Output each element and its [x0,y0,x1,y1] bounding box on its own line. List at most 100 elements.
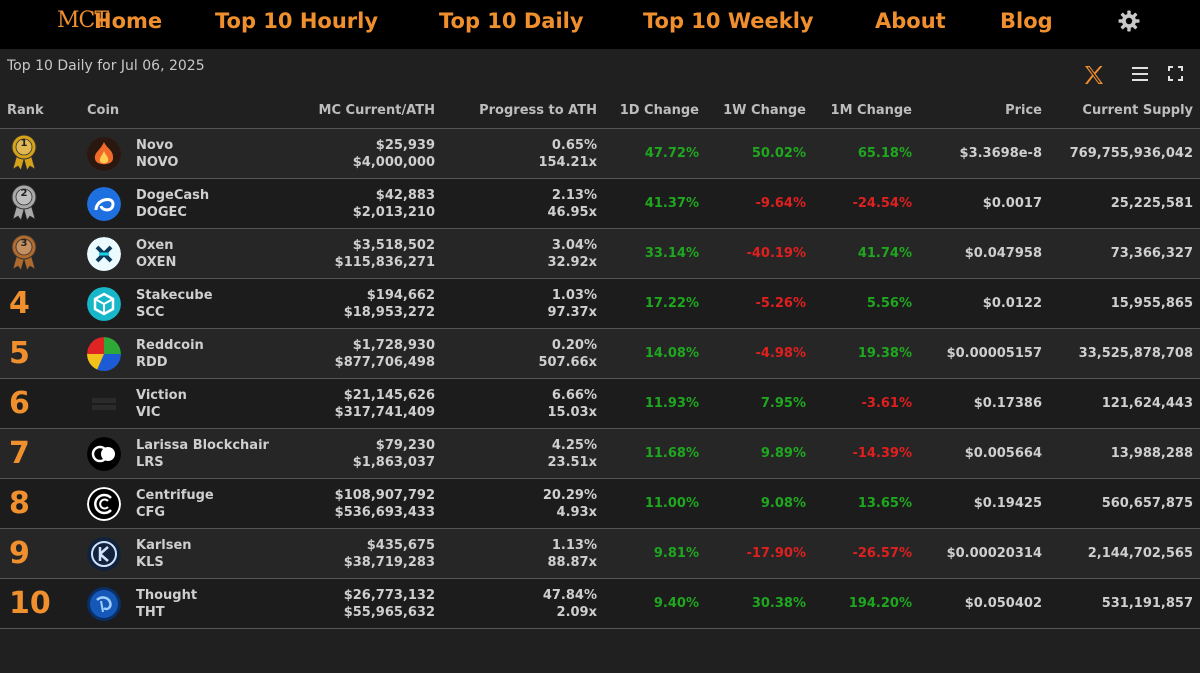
coin-name[interactable]: Centrifuge [136,487,214,503]
supply-cell: 73,366,327 [1049,228,1200,279]
coin-cell[interactable]: Oxen OXEN [80,228,294,279]
coin-cell[interactable]: Centrifuge CFG [80,478,294,529]
rank-cell: 5 [0,328,80,379]
nav-about[interactable]: About [875,9,946,33]
price-cell: $0.005664 [919,428,1049,479]
mc-current: $1,728,930 [352,337,435,353]
coin-symbol: SCC [136,304,165,320]
coin-symbol: OXEN [136,254,177,270]
supply-cell: 13,988,288 [1049,428,1200,479]
rank-number: 6 [9,385,30,421]
table-row[interactable]: 2 DogeCash DOGEC $42,883 $2,013,210 2.13… [0,178,1200,229]
coin-cell[interactable]: Novo NOVO [80,128,294,179]
progress-cell: 1.13% 88.87x [442,528,604,579]
coin-cell[interactable]: Reddcoin RDD [80,328,294,379]
coin-symbol: KLS [136,554,164,570]
table-row[interactable]: 6 Viction VIC $21,145,626 $317,741,409 6… [0,378,1200,429]
karlsen-logo-icon [87,536,121,571]
mc-current: $42,883 [375,187,435,203]
table-row[interactable]: 4 Stakecube SCC $194,662 $18,953,272 1.0… [0,278,1200,329]
mc-ath: $2,013,210 [352,204,435,220]
mc-cell: $194,662 $18,953,272 [294,278,442,329]
fullscreen-icon[interactable] [1168,66,1183,81]
coin-name[interactable]: Oxen [136,237,174,253]
top10-table: Rank Coin MC Current/ATH Progress to ATH… [0,93,1200,629]
coin-cell[interactable]: Thought THT [80,578,294,629]
nav-blog[interactable]: Blog [1000,9,1053,33]
coin-name[interactable]: Novo [136,137,174,153]
coin-name[interactable]: Karlsen [136,537,192,553]
mc-cell: $21,145,626 $317,741,409 [294,378,442,429]
progress-cell: 0.65% 154.21x [442,128,604,179]
change-1w: -40.19% [706,228,813,279]
col-supply[interactable]: Current Supply [1049,93,1200,129]
page-footer-space [0,629,1200,673]
progress-percent: 0.65% [551,137,597,153]
col-progress[interactable]: Progress to ATH [442,93,604,129]
col-coin[interactable]: Coin [80,93,294,129]
rank-cell: 7 [0,428,80,479]
table-row[interactable]: 10 Thought THT $26,773,132 $55,965,632 4… [0,578,1200,629]
site-logo[interactable]: MCT [57,8,109,33]
coin-symbol: DOGEC [136,204,187,220]
coin-cell[interactable]: Stakecube SCC [80,278,294,329]
medal-icon [11,234,37,271]
change-1d: 11.93% [604,378,706,429]
table-row[interactable]: 3 Oxen OXEN $3,518,502 $115,836,271 3.04… [0,228,1200,279]
mc-cell: $79,230 $1,863,037 [294,428,442,479]
coin-name[interactable]: DogeCash [136,187,210,203]
viction-logo-icon [92,397,116,410]
mc-cell: $108,907,792 $536,693,433 [294,478,442,529]
change-1w: -17.90% [706,528,813,579]
col-price[interactable]: Price [919,93,1049,129]
rank-cell: 8 [0,478,80,529]
medal-icon [11,184,37,221]
coin-name[interactable]: Thought [136,587,198,603]
price-cell: $0.0122 [919,278,1049,329]
progress-percent: 1.03% [551,287,597,303]
change-1d: 41.37% [604,178,706,229]
col-1d[interactable]: 1D Change [604,93,706,129]
coin-name[interactable]: Viction [136,387,187,403]
mc-cell: $25,939 $4,000,000 [294,128,442,179]
coin-name[interactable]: Larissa Blockchair [136,437,269,453]
rank-cell: 9 [0,528,80,579]
progress-percent: 1.13% [551,537,597,553]
col-mc[interactable]: MC Current/ATH [294,93,442,129]
table-row[interactable]: 8 Centrifuge CFG $108,907,792 $536,693,4… [0,478,1200,529]
coin-name[interactable]: Reddcoin [136,337,204,353]
nav-top10-hourly[interactable]: Top 10 Hourly [215,9,379,33]
coin-symbol: VIC [136,404,161,420]
change-1w: 50.02% [706,128,813,179]
table-row[interactable]: 7 Larissa Blockchair LRS $79,230 $1,863,… [0,428,1200,479]
x-twitter-icon[interactable] [1083,64,1105,86]
stakecube-logo-icon [87,286,121,321]
rank-number: 2 [20,187,28,199]
nav-top10-daily[interactable]: Top 10 Daily [439,9,584,33]
coin-cell[interactable]: Larissa Blockchair LRS [80,428,294,479]
progress-cell: 2.13% 46.95x [442,178,604,229]
coin-cell[interactable]: DogeCash DOGEC [80,178,294,229]
col-rank[interactable]: Rank [0,93,80,129]
settings-gear-icon[interactable] [1117,9,1141,33]
coin-name[interactable]: Stakecube [136,287,213,303]
column-list-icon[interactable] [1131,65,1149,83]
progress-multiple: 23.51x [547,454,597,470]
table-row[interactable]: 5 Reddcoin RDD $1,728,930 $877,706,498 0… [0,328,1200,379]
table-row[interactable]: 1 Novo NOVO $25,939 $4,000,000 0.65% 154… [0,128,1200,179]
change-1m: 19.38% [813,328,919,379]
progress-percent: 6.66% [551,387,597,403]
col-1w[interactable]: 1W Change [706,93,813,129]
nav-home[interactable]: Home [94,9,163,33]
coin-cell[interactable]: Viction VIC [80,378,294,429]
fire-logo-icon [87,136,121,171]
progress-multiple: 154.21x [538,154,597,170]
coin-cell[interactable]: Karlsen KLS [80,528,294,579]
mc-current: $435,675 [366,537,435,553]
nav-top10-weekly[interactable]: Top 10 Weekly [643,9,814,33]
progress-cell: 0.20% 507.66x [442,328,604,379]
page-subtitle: Top 10 Daily for Jul 06, 2025 [7,58,205,74]
progress-percent: 3.04% [551,237,597,253]
col-1m[interactable]: 1M Change [813,93,919,129]
table-row[interactable]: 9 Karlsen KLS $435,675 $38,719,283 1.13%… [0,528,1200,579]
